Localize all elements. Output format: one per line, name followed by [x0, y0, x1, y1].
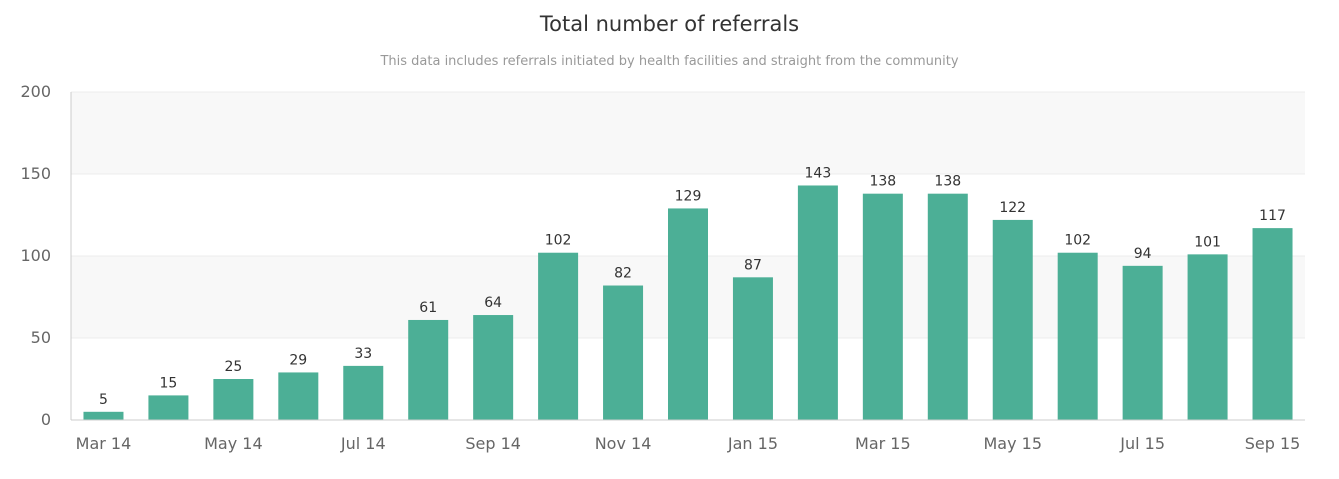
- bar[interactable]: [1252, 228, 1293, 420]
- bar[interactable]: [992, 219, 1033, 420]
- bar[interactable]: [732, 277, 773, 420]
- data-label: 87: [744, 257, 762, 273]
- data-label: 117: [1259, 208, 1286, 224]
- bar[interactable]: [83, 411, 124, 420]
- x-tick-label: May 15: [983, 434, 1042, 453]
- data-label: 122: [999, 200, 1026, 216]
- bar[interactable]: [343, 365, 384, 420]
- x-tick-label: Jan 15: [727, 434, 778, 453]
- data-label: 25: [224, 359, 242, 375]
- bar[interactable]: [668, 208, 708, 420]
- x-tick-label: Sep 14: [465, 434, 521, 453]
- y-tick-label: 200: [20, 82, 51, 101]
- data-label: 102: [545, 233, 572, 249]
- y-tick-label: 50: [31, 328, 51, 347]
- y-tick-label: 150: [20, 164, 51, 183]
- x-axis: Mar 14 May 14 Jul 14 Sep 14 Nov 14 Jan 15 Mar …: [71, 419, 1305, 453]
- bar[interactable]: [148, 395, 189, 420]
- bar[interactable]: [473, 315, 514, 420]
- data-label: 15: [160, 375, 178, 391]
- bar[interactable]: [408, 319, 449, 420]
- data-label: 5: [99, 392, 108, 408]
- bar[interactable]: [1122, 265, 1163, 420]
- data-label: 33: [354, 346, 372, 362]
- data-label: 101: [1194, 234, 1221, 250]
- bar[interactable]: [603, 285, 644, 420]
- bar[interactable]: [538, 252, 579, 420]
- data-label: 129: [675, 188, 702, 204]
- bar[interactable]: [862, 193, 903, 420]
- y-tick-label: 0: [41, 410, 51, 429]
- x-tick-label: Jul 14: [340, 434, 386, 453]
- data-label: 64: [484, 295, 502, 311]
- data-label: 143: [805, 165, 832, 181]
- bar[interactable]: [797, 185, 838, 420]
- data-label: 102: [1064, 233, 1091, 249]
- bars: [83, 185, 1293, 420]
- data-label: 61: [419, 300, 437, 316]
- bar[interactable]: [1057, 252, 1098, 420]
- bar[interactable]: [1187, 254, 1228, 420]
- bar[interactable]: [278, 372, 319, 420]
- plot-band: [71, 92, 1305, 174]
- chart-subtitle: This data includes referrals initiated b…: [380, 54, 959, 69]
- y-tick-label: 100: [20, 246, 51, 265]
- data-label: 94: [1134, 246, 1152, 262]
- data-label: 82: [614, 266, 632, 282]
- x-tick-label: Jul 15: [1119, 434, 1165, 453]
- x-tick-label: Mar 15: [855, 434, 911, 453]
- x-tick-label: Sep 15: [1245, 434, 1301, 453]
- x-tick-label: May 14: [204, 434, 263, 453]
- data-label: 138: [934, 174, 961, 190]
- chart-title: Total number of referrals: [539, 12, 800, 36]
- bar[interactable]: [927, 193, 968, 420]
- data-labels: 5 15 25 29 33 61 64 102 82 129 87 143 138 138 122 102 94…: [99, 165, 1286, 407]
- data-label: 29: [289, 352, 307, 368]
- x-tick-label: Nov 14: [595, 434, 652, 453]
- x-tick-label: Mar 14: [76, 434, 132, 453]
- bar[interactable]: [213, 379, 254, 420]
- data-label: 138: [869, 174, 896, 190]
- y-axis: 0 50 100 150 200: [20, 82, 72, 429]
